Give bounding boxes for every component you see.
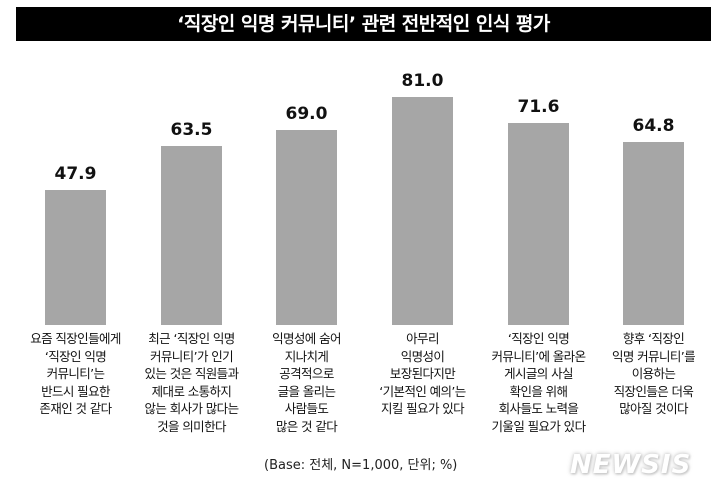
category-label-line: 제대로 소통하지 bbox=[151, 383, 232, 399]
category-label-line: 요즘 직장인들에게 bbox=[30, 331, 121, 346]
category-label-line: 많은 것 같다 bbox=[275, 418, 338, 434]
category-label-line: 기울일 필요가 있다 bbox=[491, 418, 587, 434]
category-label-line: 보장된다지만 bbox=[389, 366, 456, 382]
category-label-line: 익명성이 bbox=[400, 348, 445, 364]
category-label-line: ‘직장인 익명 bbox=[507, 331, 570, 346]
category-label-line: 글을 올리는 bbox=[277, 383, 336, 399]
category-label-line: 최근 ‘직장인 익명 bbox=[148, 331, 235, 346]
category-label-line: 이용하는 bbox=[631, 366, 676, 382]
bar-value-label: 69.0 bbox=[285, 104, 328, 124]
bar-5 bbox=[508, 123, 569, 325]
category-label-line: ‘직장인 익명 bbox=[44, 348, 107, 364]
category-label-line: 회사들도 노력을 bbox=[498, 401, 579, 417]
bar-1 bbox=[45, 190, 106, 325]
bar-value-label: 47.9 bbox=[54, 164, 97, 184]
category-label-line: 커뮤니티’는 bbox=[46, 366, 105, 382]
category-label-line: 있는 것은 직원들과 bbox=[144, 366, 240, 382]
bar-value-label: 71.6 bbox=[517, 97, 560, 117]
category-label-line: 지킬 필요가 있다 bbox=[380, 401, 465, 417]
bar-3 bbox=[276, 130, 337, 325]
category-label-line: 커뮤니티’에 올라온 bbox=[491, 348, 587, 364]
category-label-line: 않는 회사가 많다는 bbox=[144, 401, 240, 417]
category-label-line: ‘기본적인 예의’는 bbox=[379, 383, 466, 399]
bar-value-label: 64.8 bbox=[632, 116, 675, 136]
category-label-line: 지나치게 bbox=[284, 348, 329, 364]
bar-4 bbox=[392, 97, 453, 325]
category-label-line: 아무리 bbox=[406, 331, 439, 346]
category-label-line: 많아질 것이다 bbox=[619, 401, 688, 417]
category-label-line: 게시글의 사실 bbox=[504, 366, 573, 382]
footnote: (Base: 전체, N=1,000, 단위; %) bbox=[264, 458, 458, 473]
category-label-line: 익명 커뮤니티’를 bbox=[611, 348, 696, 364]
category-label-line: 공격적으로 bbox=[279, 366, 334, 382]
bar-6 bbox=[623, 142, 684, 325]
category-label-line: 확인을 위해 bbox=[509, 383, 568, 399]
category-label-line: 커뮤니티’가 인기 bbox=[149, 348, 234, 364]
category-label-line: 반드시 필요한 bbox=[41, 383, 110, 399]
bar-value-label: 81.0 bbox=[401, 71, 444, 91]
newsis-watermark-logo: NEWSIS bbox=[570, 450, 692, 480]
chart-title: ‘직장인 익명 커뮤니티’ 관련 전반적인 인식 평가 bbox=[16, 7, 711, 41]
category-label-line: 익명성에 숨어 bbox=[272, 331, 341, 346]
category-label-line: 향후 ‘직장인 bbox=[622, 331, 685, 346]
category-label-line: 사람들도 bbox=[284, 401, 329, 417]
bar-2 bbox=[161, 146, 222, 325]
category-label-line: 것을 의미한다 bbox=[157, 418, 226, 434]
bar-value-label: 63.5 bbox=[170, 120, 213, 140]
category-label-line: 직장인들은 더욱 bbox=[613, 383, 694, 399]
category-label-line: 존재인 것 같다 bbox=[39, 401, 112, 417]
